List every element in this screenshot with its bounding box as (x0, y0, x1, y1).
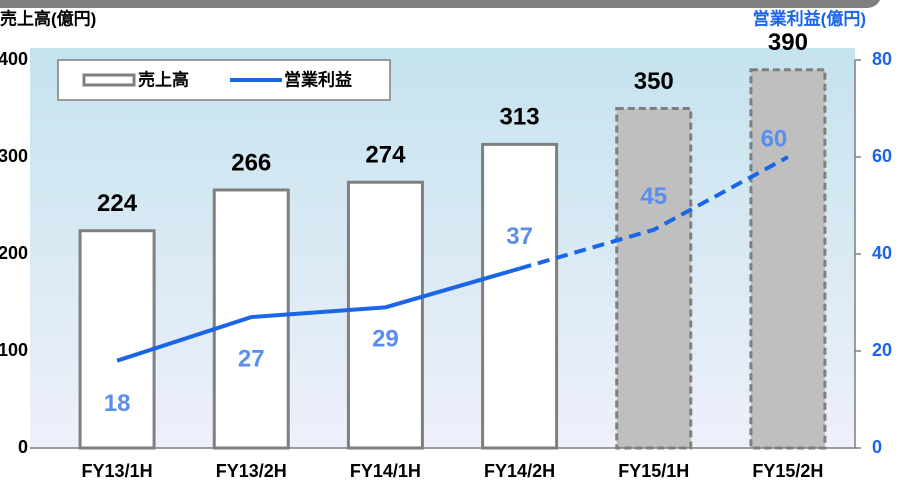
bar-value-label: 390 (768, 29, 808, 56)
y2-axis-title: 営業利益(億円) (753, 8, 866, 28)
x-tick-label: FY14/1H (350, 461, 421, 481)
line-actual (116, 266, 521, 363)
line-value-label: 45 (640, 183, 667, 210)
y-tick-label: 300 (0, 146, 28, 166)
y-tick-label: 400 (0, 49, 28, 69)
line-value-label: 27 (238, 345, 265, 372)
line-value-label: 60 (761, 125, 788, 152)
y2-tick-label: 0 (872, 437, 882, 457)
x-tick-label: FY15/1H (618, 461, 689, 481)
y2-tick-label: 80 (872, 49, 892, 69)
line-value-label: 37 (506, 223, 533, 250)
plot-area (30, 48, 855, 448)
y2-tick-label: 40 (872, 243, 892, 263)
legend-label: 営業利益 (284, 69, 352, 89)
line-value-label: 18 (104, 390, 131, 417)
bar-value-label: 224 (97, 190, 138, 217)
x-tick-label: FY13/1H (82, 461, 153, 481)
x-tick-label: FY14/2H (484, 461, 555, 481)
bar (346, 180, 424, 450)
y-tick-label: 200 (0, 243, 28, 263)
legend-swatch-bar (82, 73, 136, 87)
header-bar (0, 0, 880, 8)
bar-value-label: 266 (231, 149, 271, 176)
bar-value-label: 313 (500, 104, 540, 131)
y-axis-title: 売上高(億円) (0, 8, 96, 28)
bar-value-label: 274 (365, 142, 406, 169)
bar (749, 68, 827, 450)
x-tick-label: FY15/2H (752, 461, 823, 481)
y2-tick-label: 60 (872, 146, 892, 166)
bar-value-label: 350 (634, 68, 674, 95)
y-tick-label: 100 (0, 340, 28, 360)
bar (615, 107, 693, 450)
bar (481, 142, 559, 450)
legend-label: 売上高 (138, 69, 189, 89)
y-tick-label: 0 (18, 437, 28, 457)
x-tick-label: FY13/2H (216, 461, 287, 481)
line-estimate (519, 155, 789, 271)
line-value-label: 29 (372, 326, 399, 353)
y2-tick-label: 20 (872, 340, 892, 360)
